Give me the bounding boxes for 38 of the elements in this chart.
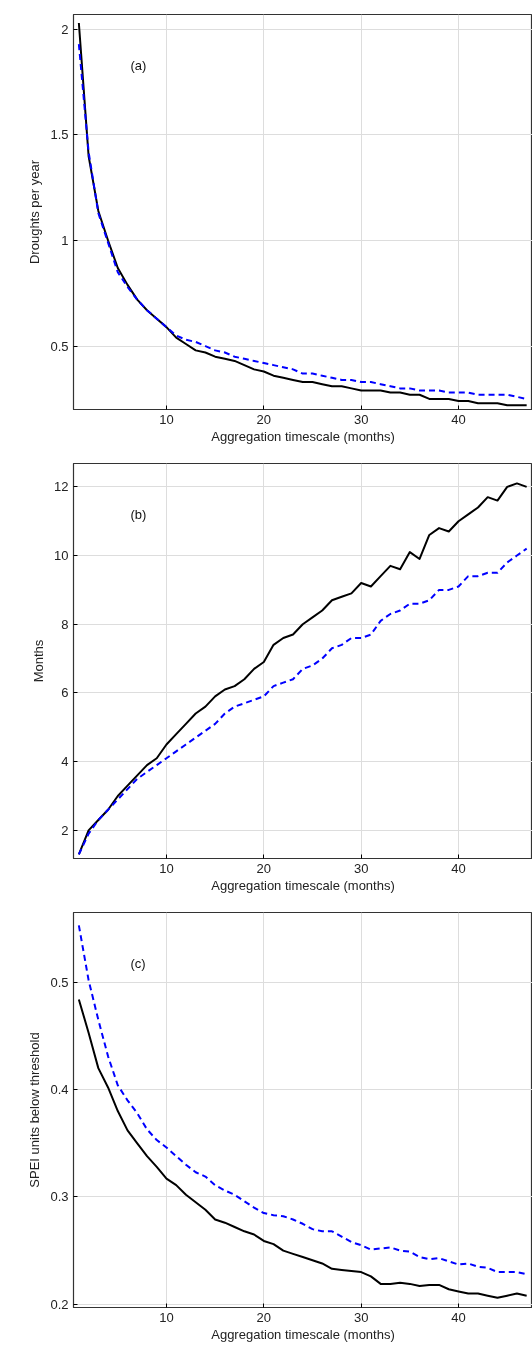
y-tick-label: 1.5 (50, 127, 69, 143)
y-tick-label: 10 (54, 548, 69, 564)
y-axis-title: Droughts per year (27, 159, 43, 265)
x-tick-label: 40 (451, 411, 466, 427)
x-tick-label: 40 (451, 860, 466, 876)
x-tick-label: 10 (159, 411, 174, 427)
y-axis-title: SPEI units below threshold (27, 1032, 43, 1188)
x-axis-title: Aggregation timescale (months) (211, 877, 395, 893)
y-tick-label: 2 (61, 822, 69, 838)
y-tick-label: 0.4 (50, 1082, 69, 1098)
x-tick-label: 20 (256, 1309, 272, 1325)
y-tick-label: 2 (61, 21, 69, 37)
x-axis-title: Aggregation timescale (months) (211, 1326, 395, 1342)
line-series (77, 547, 528, 856)
line-series (77, 924, 528, 1276)
x-tick-label: 30 (353, 1309, 369, 1325)
y-tick-label: 1 (61, 233, 69, 249)
x-tick-label: 10 (159, 1309, 174, 1325)
annotation: (c) (130, 955, 146, 971)
y-tick-label: 12 (54, 479, 69, 495)
x-tick-label: 20 (256, 411, 272, 427)
x-axis-title: Aggregation timescale (months) (211, 428, 395, 444)
x-tick-label: 10 (159, 860, 174, 876)
y-tick-label: 0.2 (50, 1296, 69, 1312)
y-tick-label: 0.5 (50, 974, 69, 990)
line-series (77, 998, 528, 1299)
y-tick-label: 0.5 (50, 338, 69, 354)
x-tick-label: 30 (353, 411, 369, 427)
x-tick-label: 40 (451, 1309, 466, 1325)
x-tick-label: 20 (256, 860, 272, 876)
annotation: (b) (130, 506, 147, 522)
annotation: (a) (130, 57, 147, 73)
y-tick-label: 4 (61, 754, 69, 770)
y-tick-label: 8 (61, 616, 69, 632)
x-tick-label: 30 (353, 860, 369, 876)
y-tick-label: 6 (61, 685, 69, 701)
y-tick-label: 0.3 (50, 1189, 69, 1205)
y-axis-title: Months (31, 639, 47, 683)
